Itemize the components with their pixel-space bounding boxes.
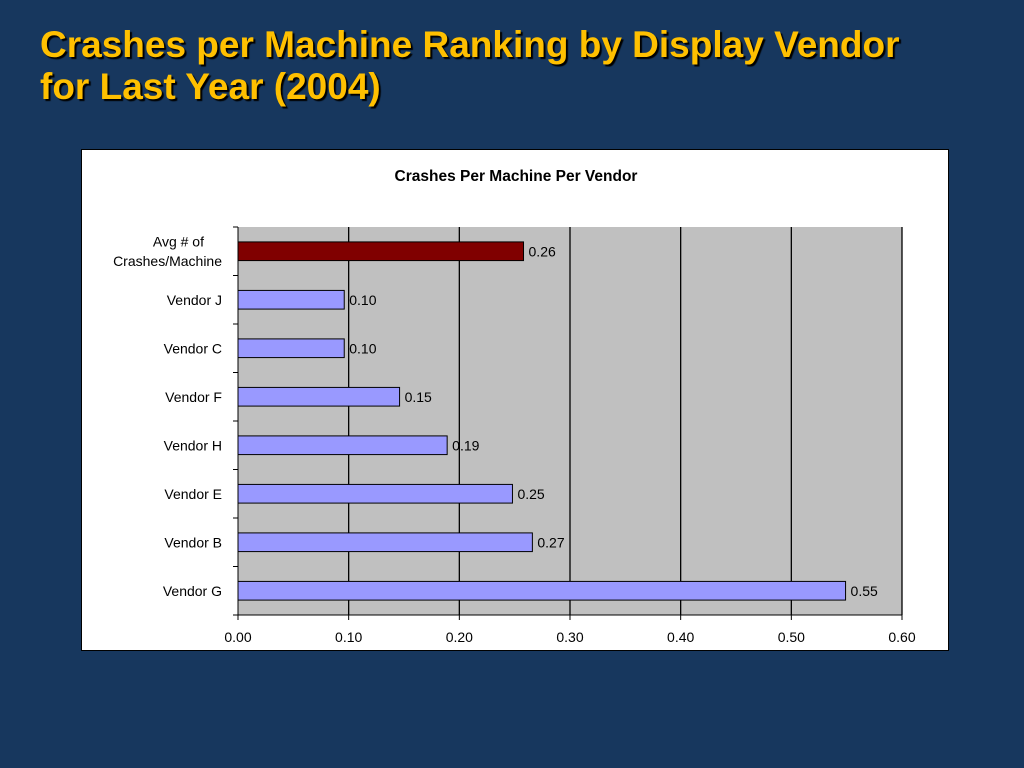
y-category-label: Vendor F [165, 389, 222, 405]
bar [237, 532, 533, 553]
chart-title: Crashes Per Machine Per Vendor [395, 168, 638, 185]
data-label: 0.10 [349, 340, 376, 356]
data-label: 0.27 [537, 534, 564, 550]
labels: 0.00 0.10 0.20 0.30 0.40 0.50 0.60 0.26 Avg # of… [113, 234, 916, 646]
bar [237, 580, 847, 601]
y-category-label: Vendor C [164, 340, 222, 356]
x-tick-label: 0.10 [335, 629, 362, 645]
bar [237, 338, 345, 359]
data-label: 0.10 [349, 292, 376, 308]
x-tick-label: 0.40 [667, 629, 694, 645]
x-tick-label: 0.30 [556, 629, 583, 645]
y-category-label: Avg # of Crashes/Machine [113, 234, 222, 270]
bar [237, 386, 401, 407]
data-label: 0.15 [405, 389, 432, 405]
gridlines [348, 227, 903, 615]
x-tick-label: 0.20 [446, 629, 473, 645]
slide-title-line-2: for Last Year (2004) [40, 66, 381, 107]
data-label: 0.26 [529, 243, 556, 259]
data-label: 0.25 [517, 486, 544, 502]
bars [237, 241, 847, 601]
data-label: 0.55 [851, 583, 878, 599]
x-tick-label: 0.60 [888, 629, 915, 645]
y-category-label: Vendor B [164, 534, 222, 550]
data-label: 0.19 [452, 437, 479, 453]
bar [237, 289, 345, 310]
x-tick-label: 0.50 [778, 629, 805, 645]
bar [237, 483, 513, 504]
bar-chart: Crashes Per Machine Per Vendor 0.00 0.10 0… [113, 168, 916, 646]
bar [237, 241, 525, 262]
slide-title-line-1: Crashes per Machine Ranking by Display V… [40, 24, 900, 65]
x-tick-label: 0.00 [224, 629, 251, 645]
chart-frame: Crashes Per Machine Per Vendor 0.00 0.10 0… [81, 149, 949, 651]
y-category-label: Vendor H [164, 437, 222, 453]
bar [237, 435, 448, 456]
y-category-label: Vendor G [163, 583, 222, 599]
y-category-label: Vendor J [167, 292, 222, 308]
slide-title: Crashes per Machine Ranking by Display V… [40, 24, 1000, 108]
y-category-label: Vendor E [164, 486, 222, 502]
